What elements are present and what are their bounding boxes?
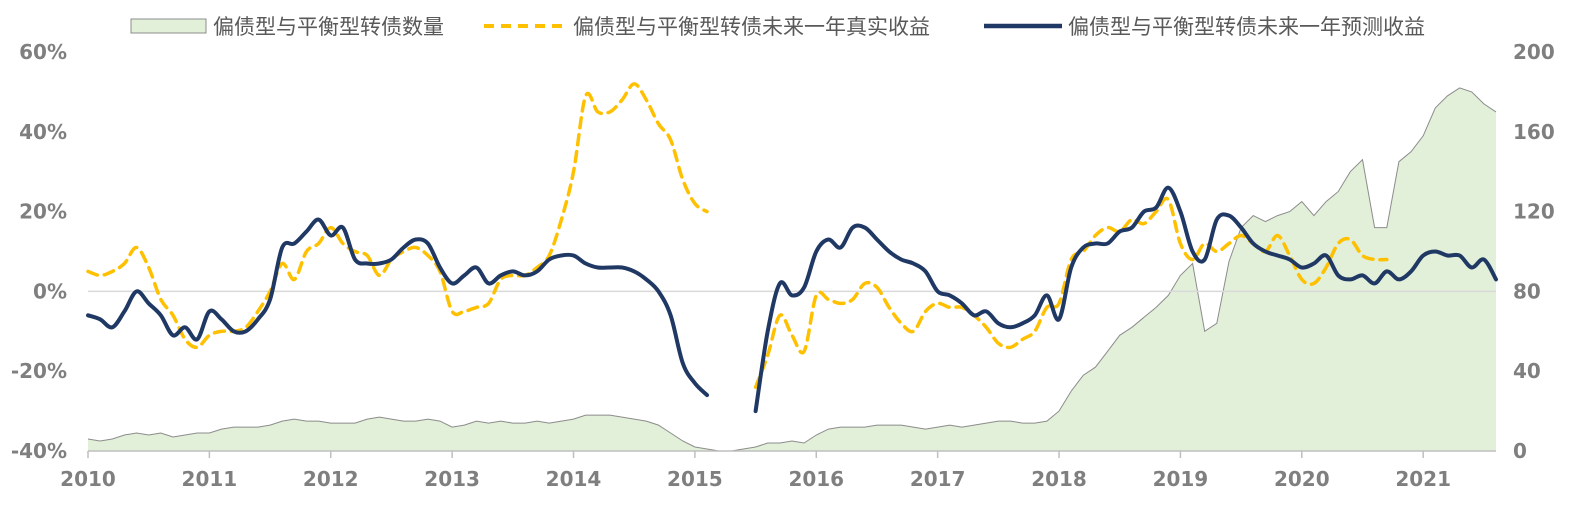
x-tick-label: 2014 bbox=[546, 467, 602, 491]
y-right-tick-label: 80 bbox=[1513, 279, 1541, 303]
x-tick-label: 2012 bbox=[303, 467, 359, 491]
y-left-tick-label: -40% bbox=[11, 439, 67, 463]
x-tick-label: 2015 bbox=[667, 467, 723, 491]
y-left-tick-label: 20% bbox=[19, 200, 67, 224]
y-right-tick-label: 40 bbox=[1513, 359, 1541, 383]
x-tick-label: 2013 bbox=[424, 467, 480, 491]
y-left-tick-label: 40% bbox=[19, 120, 67, 144]
x-tick-label: 2017 bbox=[910, 467, 966, 491]
series-1-realized-line bbox=[86, 82, 709, 350]
y-right-tick-label: 200 bbox=[1513, 40, 1555, 64]
x-tick-label: 2011 bbox=[182, 467, 238, 491]
x-tick-label: 2020 bbox=[1274, 467, 1330, 491]
y-right-tick-label: 0 bbox=[1513, 439, 1527, 463]
axis-layer: 2010 2011 2012 2013 2014 2015 2016 2017 2018 2019… bbox=[11, 40, 1555, 491]
series-0-area-fill bbox=[88, 87, 1496, 452]
series-3-predicted-line bbox=[86, 217, 709, 398]
legend-label: 偏债型与平衡型转债未来一年真实收益 bbox=[573, 15, 930, 39]
y-right-tick-label: 160 bbox=[1513, 120, 1555, 144]
legend: 偏债型与平衡型转债数量 偏债型与平衡型转债未来一年真实收益 偏债型与平衡型转债未来一… bbox=[130, 15, 1425, 39]
y-right-tick-label: 120 bbox=[1513, 200, 1555, 224]
series-2-realized-line bbox=[753, 196, 1389, 389]
series-4-predicted-line bbox=[753, 185, 1498, 414]
x-tick-label: 2019 bbox=[1153, 467, 1209, 491]
y-left-tick-label: -20% bbox=[11, 359, 67, 383]
legend-label: 偏债型与平衡型转债数量 bbox=[213, 15, 444, 39]
legend-label: 偏债型与平衡型转债未来一年预测收益 bbox=[1068, 15, 1425, 39]
y-left-tick-label: 60% bbox=[19, 40, 67, 64]
x-tick-label: 2010 bbox=[60, 467, 116, 491]
series-0-area-outline bbox=[87, 87, 1497, 452]
line-layer bbox=[86, 82, 1498, 414]
x-tick-label: 2021 bbox=[1395, 467, 1451, 491]
y-left-tick-label: 0% bbox=[33, 279, 67, 303]
x-tick-label: 2016 bbox=[788, 467, 844, 491]
legend-swatch-area bbox=[130, 18, 207, 34]
area-layer bbox=[87, 87, 1497, 452]
x-tick-label: 2018 bbox=[1031, 467, 1087, 491]
